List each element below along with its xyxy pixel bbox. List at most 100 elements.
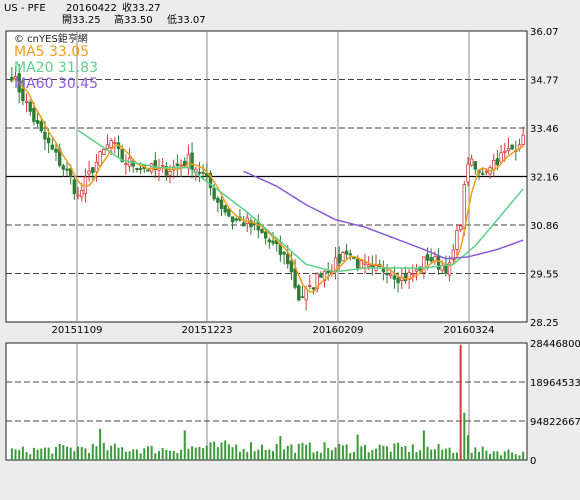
volume-bar — [191, 446, 194, 460]
candle-body — [381, 268, 386, 273]
price-tick-label: 36.07 — [530, 27, 559, 38]
candle-body — [194, 168, 198, 173]
volume-bar — [110, 445, 113, 460]
candle-body — [326, 270, 330, 273]
candle-body — [308, 285, 312, 287]
candle-body — [61, 165, 66, 170]
volume-bar — [10, 448, 13, 460]
candle-body — [98, 151, 102, 167]
candle-body — [337, 254, 341, 264]
volume-bars-group — [10, 344, 525, 460]
ma60-line — [243, 170, 524, 260]
volume-tick-label: 189645333 — [530, 378, 580, 389]
candle-body — [341, 252, 345, 262]
price-tick-label: 34.77 — [530, 76, 559, 87]
candle-body — [208, 172, 213, 189]
candle-body — [260, 228, 264, 234]
candle-body — [87, 170, 91, 175]
volume-bar — [209, 442, 212, 460]
candle-body — [451, 249, 455, 260]
candle-body — [466, 163, 470, 183]
volume-bar — [426, 446, 429, 460]
candle-body — [521, 134, 525, 146]
volume-bar — [80, 447, 83, 460]
candle-body — [263, 231, 268, 239]
candle-body — [65, 168, 69, 171]
legend-ma20: MA20 31.83 — [14, 60, 98, 76]
candle-body — [102, 149, 106, 155]
volume-bar — [54, 446, 57, 460]
volume-bar — [308, 442, 311, 460]
candle-body — [304, 288, 308, 301]
legend-ma5: MA5 33.05 — [14, 44, 89, 60]
watermark-text: © cnYES鉅亨網 — [14, 32, 88, 45]
candle-body — [499, 152, 503, 163]
volume-bar — [452, 453, 455, 460]
candle-body — [271, 240, 275, 244]
volume-bar — [492, 451, 495, 460]
candle-body — [385, 273, 389, 276]
candle-body — [146, 169, 150, 172]
volume-bar — [441, 449, 444, 460]
x-tick-label: 20151109 — [52, 325, 103, 336]
volume-tick-label: 284468000 — [530, 339, 580, 350]
candle-body — [241, 222, 246, 227]
candle-body — [131, 160, 135, 167]
candle-body — [473, 161, 478, 170]
x-tick-label: 20160209 — [313, 325, 364, 336]
volume-bar — [444, 448, 447, 460]
candle-body — [392, 275, 397, 280]
candle-body — [124, 163, 128, 165]
candle-body — [109, 140, 113, 148]
volume-bar — [349, 453, 352, 460]
candle-body — [54, 148, 58, 153]
volume-bar — [102, 442, 105, 460]
candle-body — [300, 296, 305, 299]
candle-body — [216, 197, 220, 203]
volume-bar — [238, 451, 241, 460]
candle-body — [219, 199, 224, 209]
volume-bar — [283, 449, 286, 460]
volume-bar — [227, 444, 230, 460]
volume-bar — [275, 443, 278, 460]
candle-body — [153, 160, 158, 171]
candle-body — [120, 148, 124, 163]
candle-body — [113, 141, 117, 144]
candle-body — [311, 287, 316, 290]
volume-bar — [397, 442, 400, 460]
volume-plot-area — [5, 342, 528, 461]
candle-body — [506, 148, 511, 152]
volume-bar — [117, 447, 120, 460]
volume-bar — [485, 450, 488, 460]
candle-body — [436, 256, 441, 270]
volume-bar — [279, 436, 282, 460]
close-label: 收33.27 — [122, 3, 161, 14]
high-label: 高33.50 — [114, 15, 153, 26]
candle-body — [363, 262, 367, 265]
volume-bar — [489, 454, 492, 460]
volume-bar — [146, 446, 149, 460]
candle-body — [444, 263, 448, 274]
candle-body — [433, 256, 437, 261]
volume-bar — [165, 449, 168, 460]
candle-body — [359, 260, 364, 269]
volume-bar — [213, 441, 216, 460]
candle-body — [39, 121, 43, 132]
candle-body — [411, 273, 415, 276]
volume-bar — [437, 444, 440, 460]
candle-body — [227, 208, 231, 217]
volume-bar — [356, 434, 359, 460]
candle-body — [80, 189, 84, 198]
volume-bar — [235, 444, 238, 460]
volume-bar — [257, 449, 260, 460]
volume-bar — [95, 446, 98, 460]
volume-bar — [294, 452, 297, 460]
volume-bar — [500, 455, 503, 460]
candle-body — [348, 253, 352, 256]
volume-bar — [297, 443, 300, 460]
candle-body — [293, 268, 297, 288]
candle-body — [344, 250, 349, 255]
candle-body — [32, 108, 36, 122]
candle-body — [205, 172, 209, 177]
volume-bar — [139, 453, 142, 460]
